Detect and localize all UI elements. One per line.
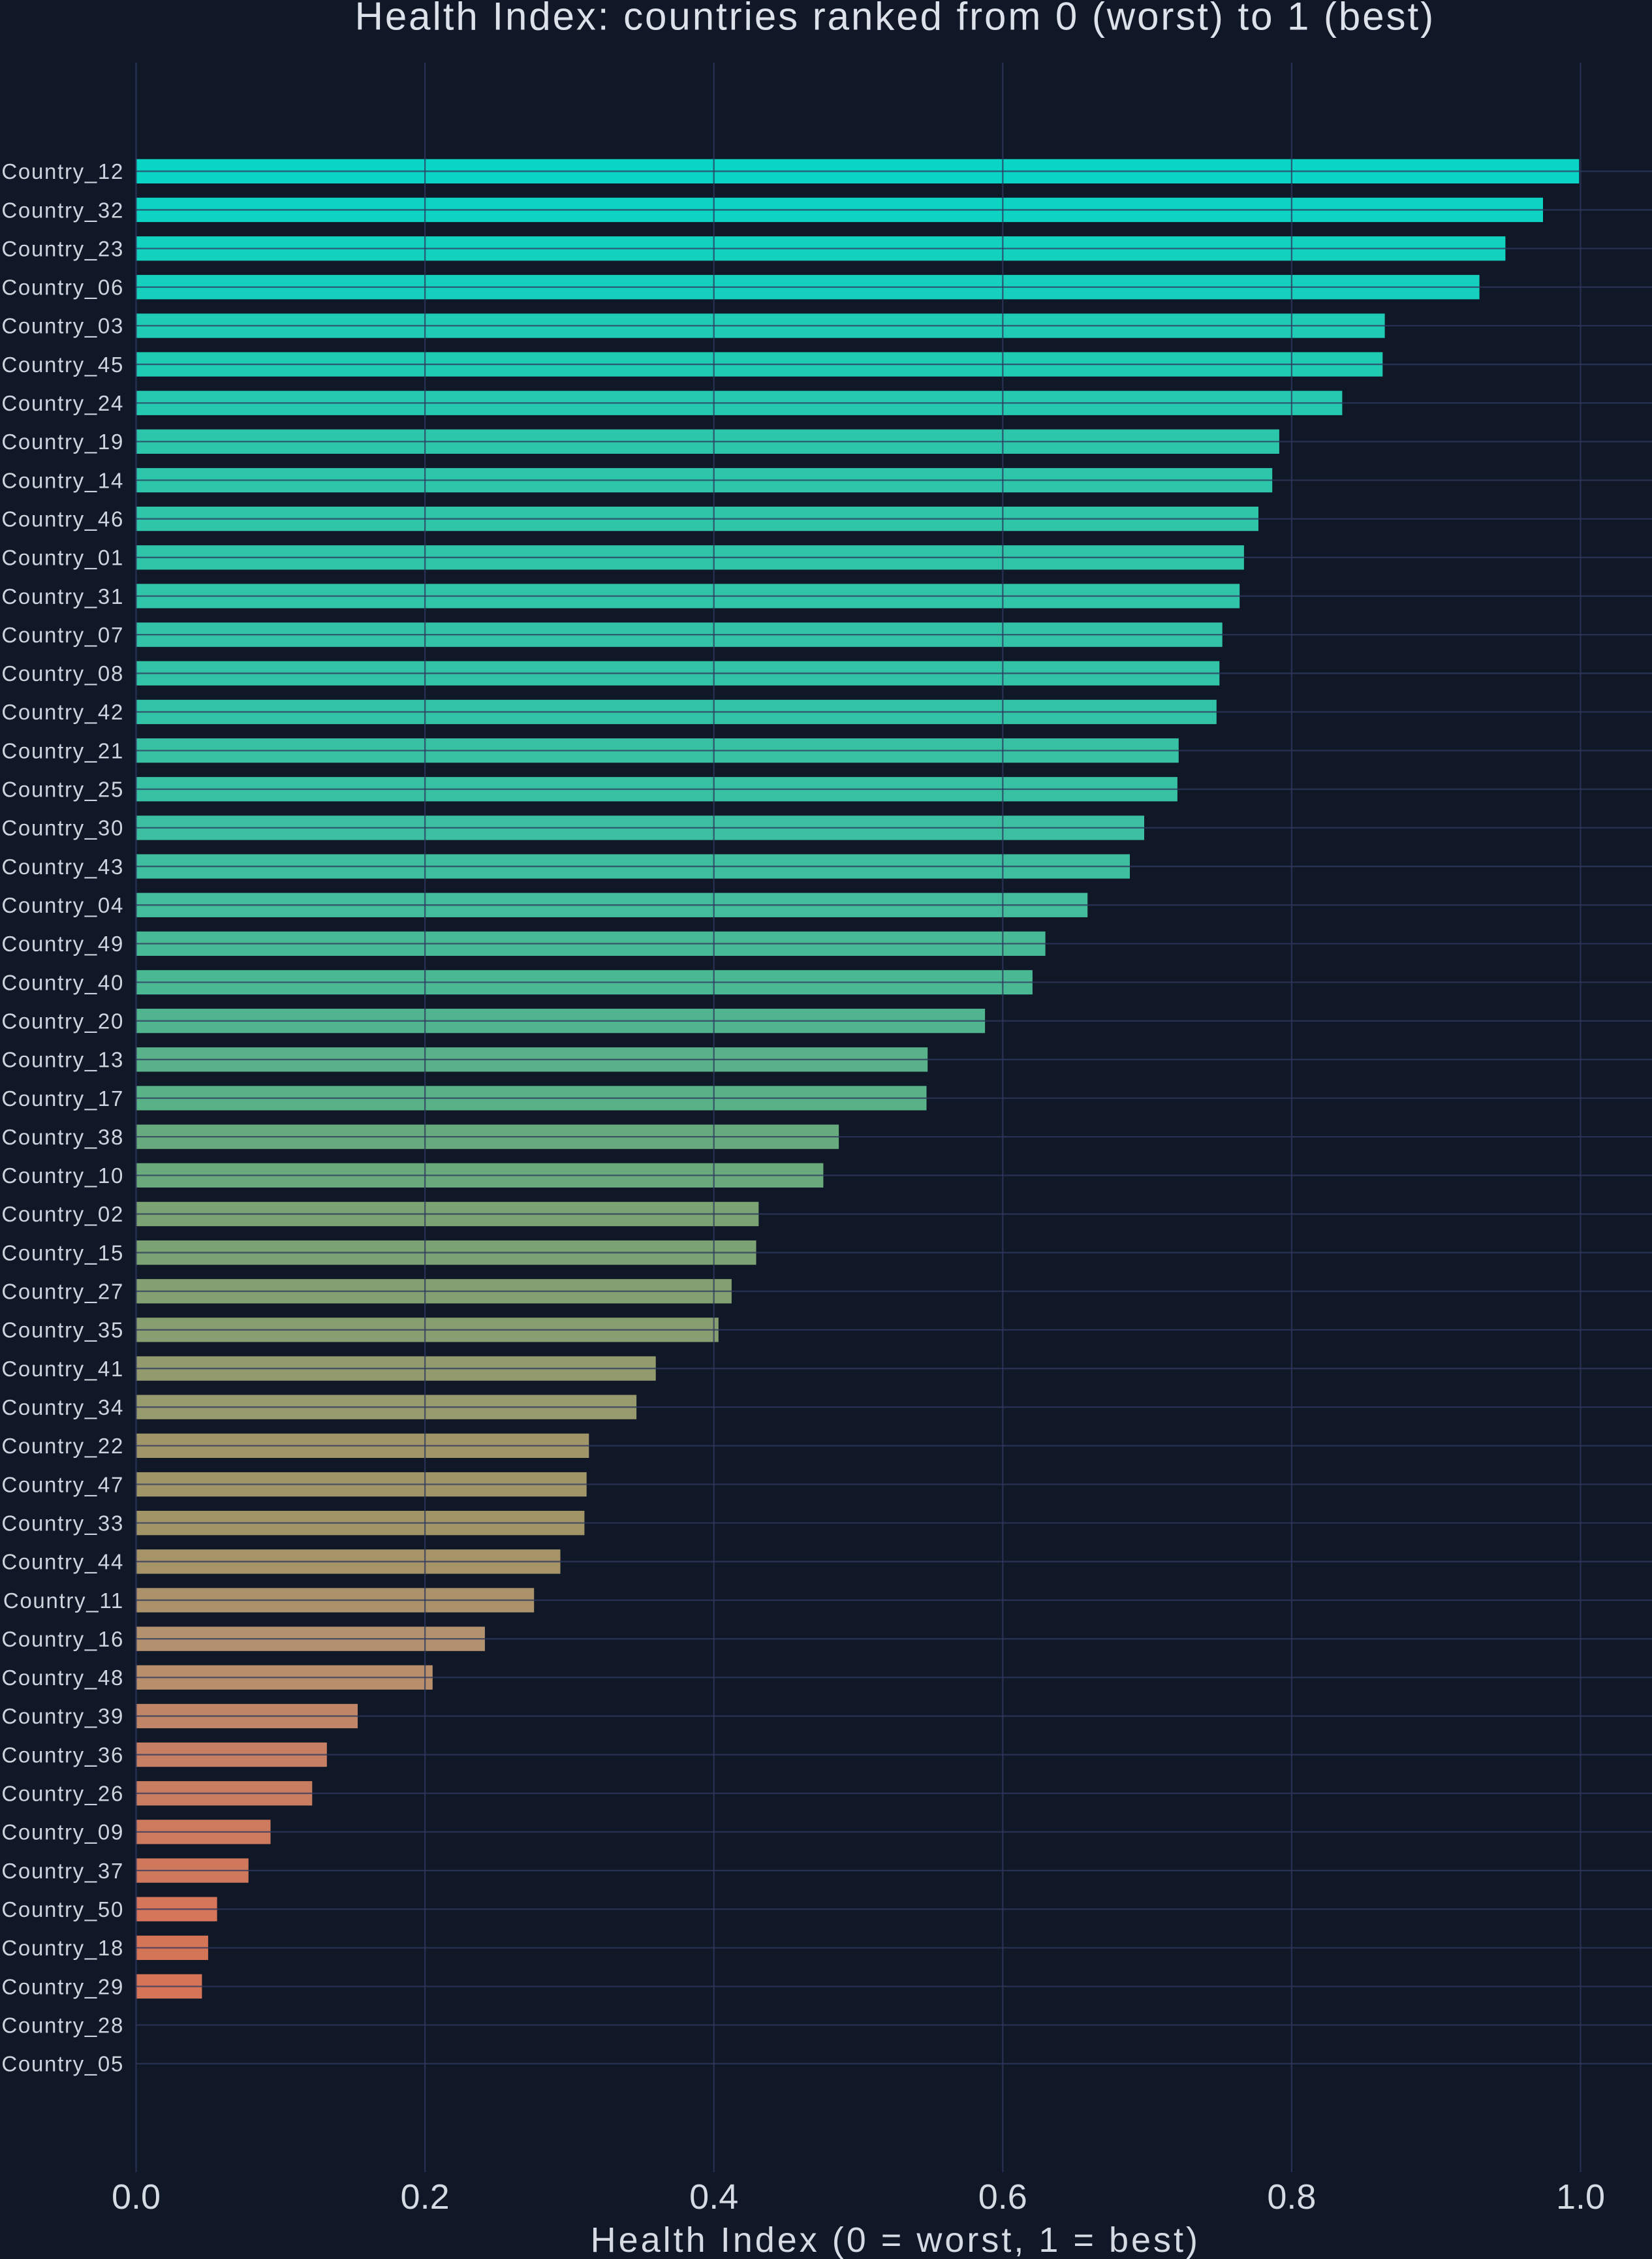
svg-text:Country_09: Country_09	[1, 1820, 124, 1844]
svg-text:0.0: 0.0	[112, 2177, 161, 2217]
svg-text:Country_50: Country_50	[1, 1897, 124, 1921]
svg-text:Country_32: Country_32	[1, 198, 124, 222]
svg-text:Country_24: Country_24	[1, 391, 124, 415]
svg-text:0.6: 0.6	[978, 2177, 1027, 2217]
svg-text:Country_44: Country_44	[1, 1550, 124, 1574]
svg-text:0.2: 0.2	[401, 2177, 450, 2217]
svg-text:Country_35: Country_35	[1, 1318, 124, 1342]
svg-text:Country_37: Country_37	[1, 1859, 124, 1883]
svg-text:1.0: 1.0	[1556, 2177, 1605, 2217]
svg-text:Country_13: Country_13	[1, 1048, 124, 1072]
svg-text:Country_16: Country_16	[1, 1627, 124, 1651]
svg-text:Country_30: Country_30	[1, 816, 124, 840]
svg-text:Country_23: Country_23	[1, 236, 124, 261]
svg-text:Country_25: Country_25	[1, 778, 124, 802]
svg-text:Country_33: Country_33	[1, 1511, 124, 1536]
svg-text:Country_14: Country_14	[1, 468, 124, 492]
svg-text:Country_07: Country_07	[1, 623, 124, 647]
svg-text:Country_39: Country_39	[1, 1704, 124, 1728]
svg-text:Country_19: Country_19	[1, 430, 124, 454]
svg-text:Country_02: Country_02	[1, 1202, 124, 1226]
svg-text:Country_46: Country_46	[1, 507, 124, 531]
svg-text:0.4: 0.4	[689, 2177, 738, 2217]
svg-text:Country_10: Country_10	[1, 1163, 124, 1188]
svg-text:Country_22: Country_22	[1, 1434, 124, 1458]
svg-text:Country_42: Country_42	[1, 700, 124, 724]
svg-text:Country_01: Country_01	[1, 546, 124, 570]
svg-text:Country_21: Country_21	[1, 738, 124, 763]
svg-text:Country_28: Country_28	[1, 2013, 124, 2037]
svg-text:Country_11: Country_11	[3, 1588, 124, 1613]
svg-text:Country_29: Country_29	[1, 1974, 124, 1998]
svg-text:Country_03: Country_03	[1, 314, 124, 338]
svg-text:Health Index (0 = worst, 1 = b: Health Index (0 = worst, 1 = best)	[591, 2220, 1200, 2259]
svg-text:Country_17: Country_17	[1, 1086, 124, 1111]
svg-text:Health Index: countries ranked: Health Index: countries ranked from 0 (w…	[355, 0, 1435, 39]
svg-text:Country_41: Country_41	[1, 1357, 124, 1381]
svg-text:Country_04: Country_04	[1, 893, 124, 917]
svg-text:Country_15: Country_15	[1, 1240, 124, 1265]
svg-text:Country_27: Country_27	[1, 1280, 124, 1304]
svg-text:Country_48: Country_48	[1, 1666, 124, 1690]
svg-text:Country_36: Country_36	[1, 1743, 124, 1767]
svg-text:Country_49: Country_49	[1, 932, 124, 956]
svg-text:Country_18: Country_18	[1, 1936, 124, 1960]
svg-text:Country_47: Country_47	[1, 1472, 124, 1496]
svg-text:Country_06: Country_06	[1, 276, 124, 300]
svg-text:Country_08: Country_08	[1, 661, 124, 686]
svg-text:Country_43: Country_43	[1, 855, 124, 879]
svg-text:Country_26: Country_26	[1, 1782, 124, 1806]
svg-text:Country_40: Country_40	[1, 970, 124, 994]
svg-text:Country_45: Country_45	[1, 353, 124, 377]
svg-text:Country_20: Country_20	[1, 1009, 124, 1034]
svg-text:0.8: 0.8	[1267, 2177, 1316, 2217]
svg-text:Country_31: Country_31	[1, 584, 124, 608]
svg-text:Country_12: Country_12	[1, 159, 124, 183]
svg-text:Country_38: Country_38	[1, 1125, 124, 1149]
svg-text:Country_05: Country_05	[1, 2052, 124, 2076]
svg-text:Country_34: Country_34	[1, 1395, 124, 1419]
